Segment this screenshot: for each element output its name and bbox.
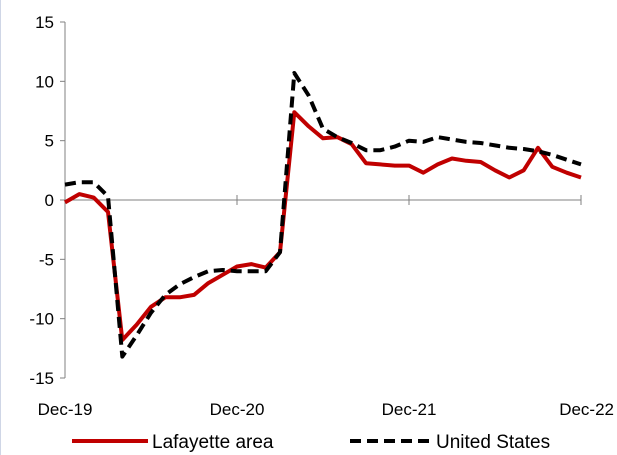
series-line-united-states [64, 71, 582, 359]
y-tick-label: 5 [45, 132, 54, 151]
y-tick-layer: 15 10 5 0 -5 -10 -15 [29, 13, 65, 388]
x-tick-label: Dec-20 [210, 400, 265, 419]
y-tick-label: 0 [45, 191, 54, 210]
y-tick-label: -15 [29, 369, 54, 388]
left-edge-line [0, 0, 1, 455]
legend-label: Lafayette area [152, 432, 274, 453]
x-tick-label: Dec-22 [559, 400, 614, 419]
y-tick-label: 10 [35, 72, 54, 91]
x-tick-label: Dec-21 [382, 400, 437, 419]
y-tick-label: 15 [35, 13, 54, 32]
legend: Lafayette area United States [72, 432, 550, 453]
legend-label: United States [436, 432, 550, 453]
y-tick-label: -5 [39, 250, 54, 269]
x-tick-label: Dec-19 [38, 400, 93, 419]
series-layer [63, 71, 582, 359]
x-tick-layer: Dec-19 Dec-20 Dec-21 Dec-22 [38, 195, 614, 419]
series-line-lafayette-area [63, 110, 582, 342]
y-tick-label: -10 [29, 310, 54, 329]
